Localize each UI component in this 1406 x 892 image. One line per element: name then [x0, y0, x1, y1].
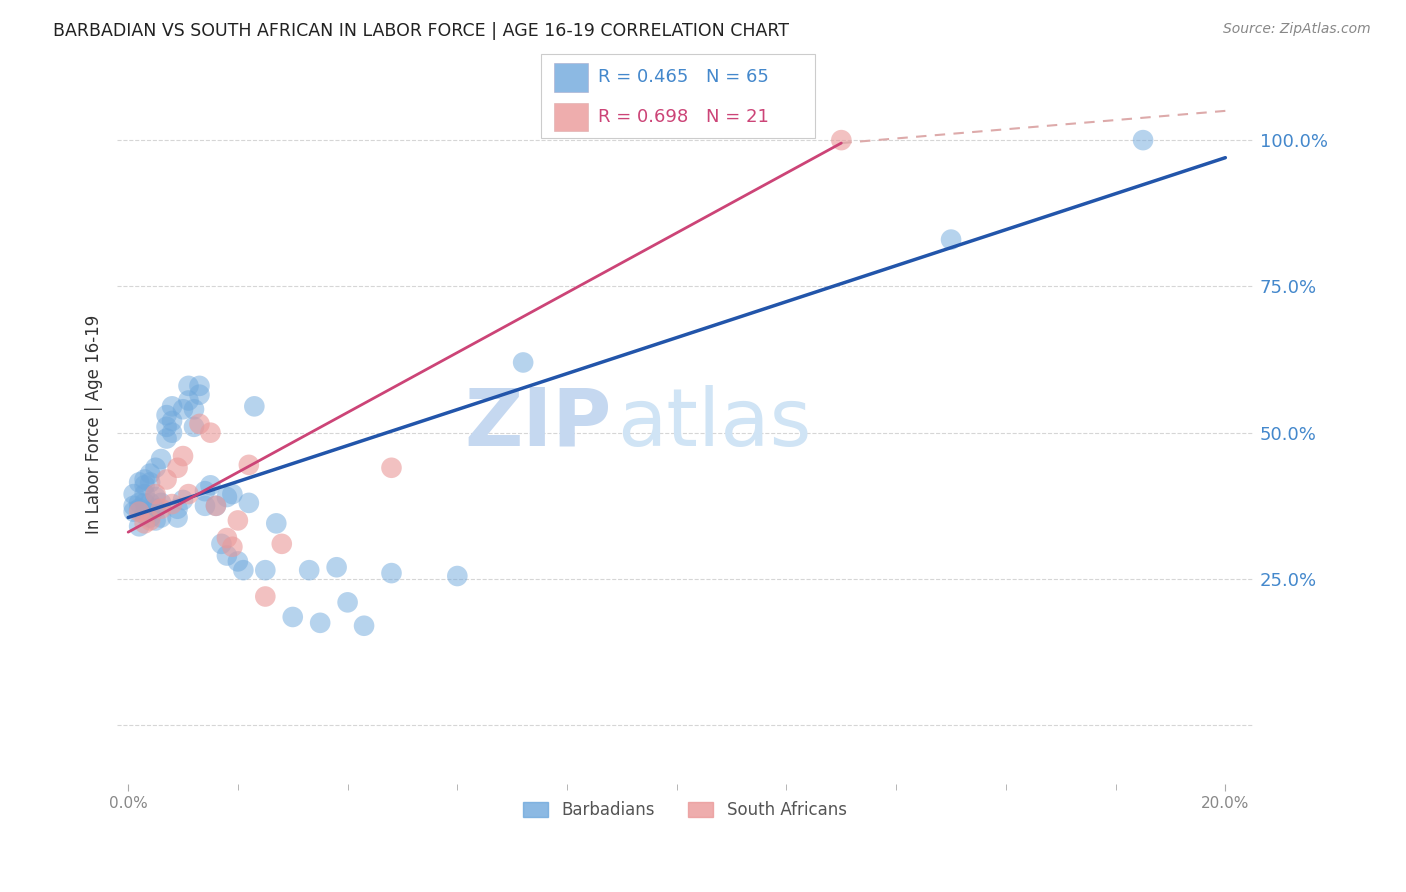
Point — [243, 400, 266, 414]
Point — [122, 499, 145, 513]
Point — [155, 432, 177, 446]
Point — [134, 478, 156, 492]
Point — [166, 510, 188, 524]
Point — [150, 510, 173, 524]
Point — [150, 501, 173, 516]
Point — [188, 417, 211, 431]
Point — [139, 510, 162, 524]
Point — [139, 475, 162, 490]
Point — [221, 540, 243, 554]
Point — [1132, 133, 1154, 147]
Point — [183, 420, 205, 434]
Point — [205, 499, 228, 513]
Point — [172, 402, 194, 417]
Point — [145, 513, 167, 527]
Point — [150, 452, 173, 467]
Point — [205, 499, 228, 513]
Point — [128, 505, 150, 519]
Text: R = 0.698: R = 0.698 — [598, 108, 688, 126]
Point — [160, 425, 183, 440]
Point — [166, 460, 188, 475]
Legend: Barbadians, South Africans: Barbadians, South Africans — [516, 795, 853, 826]
Point — [177, 393, 200, 408]
Point — [160, 414, 183, 428]
Point — [145, 460, 167, 475]
Point — [215, 490, 238, 504]
Point — [155, 473, 177, 487]
Point — [172, 449, 194, 463]
Point — [446, 569, 468, 583]
Point — [128, 519, 150, 533]
Point — [134, 508, 156, 522]
Point — [134, 487, 156, 501]
Point — [139, 467, 162, 481]
Point — [194, 484, 217, 499]
Point — [254, 563, 277, 577]
Point — [145, 490, 167, 504]
Point — [215, 531, 238, 545]
Point — [134, 473, 156, 487]
Text: BARBADIAN VS SOUTH AFRICAN IN LABOR FORCE | AGE 16-19 CORRELATION CHART: BARBADIAN VS SOUTH AFRICAN IN LABOR FORC… — [53, 22, 789, 40]
Point — [172, 492, 194, 507]
Point — [155, 420, 177, 434]
Point — [194, 499, 217, 513]
Text: ZIP: ZIP — [464, 384, 612, 463]
Text: R = 0.465: R = 0.465 — [598, 69, 688, 87]
Point — [166, 501, 188, 516]
Point — [281, 610, 304, 624]
Point — [939, 233, 962, 247]
Point — [188, 387, 211, 401]
Point — [309, 615, 332, 630]
Point — [188, 379, 211, 393]
Point — [128, 496, 150, 510]
Point — [830, 133, 852, 147]
Point — [145, 487, 167, 501]
Point — [512, 355, 534, 369]
Point — [122, 487, 145, 501]
Text: N = 65: N = 65 — [706, 69, 769, 87]
Point — [177, 379, 200, 393]
Point — [226, 513, 249, 527]
Point — [177, 487, 200, 501]
Point — [254, 590, 277, 604]
Point — [122, 505, 145, 519]
Point — [134, 516, 156, 531]
Point — [200, 478, 222, 492]
Point — [380, 566, 402, 580]
Point — [232, 563, 254, 577]
Point — [139, 496, 162, 510]
Point — [325, 560, 347, 574]
Point — [380, 460, 402, 475]
Point — [160, 497, 183, 511]
Point — [353, 619, 375, 633]
Text: atlas: atlas — [617, 384, 811, 463]
Point — [226, 554, 249, 568]
Point — [215, 549, 238, 563]
Point — [139, 505, 162, 519]
Point — [139, 513, 162, 527]
Point — [160, 400, 183, 414]
Y-axis label: In Labor Force | Age 16-19: In Labor Force | Age 16-19 — [86, 314, 103, 533]
Point — [298, 563, 321, 577]
Point — [200, 425, 222, 440]
Point — [183, 402, 205, 417]
Point — [266, 516, 288, 531]
Point — [134, 496, 156, 510]
Point — [150, 496, 173, 510]
Point — [155, 408, 177, 422]
Text: Source: ZipAtlas.com: Source: ZipAtlas.com — [1223, 22, 1371, 37]
Point — [145, 501, 167, 516]
Point — [209, 537, 232, 551]
Point — [238, 458, 260, 472]
Point — [128, 475, 150, 490]
Point — [128, 501, 150, 516]
Text: N = 21: N = 21 — [706, 108, 769, 126]
Point — [238, 496, 260, 510]
Point — [270, 537, 292, 551]
Point — [336, 595, 359, 609]
Point — [221, 487, 243, 501]
